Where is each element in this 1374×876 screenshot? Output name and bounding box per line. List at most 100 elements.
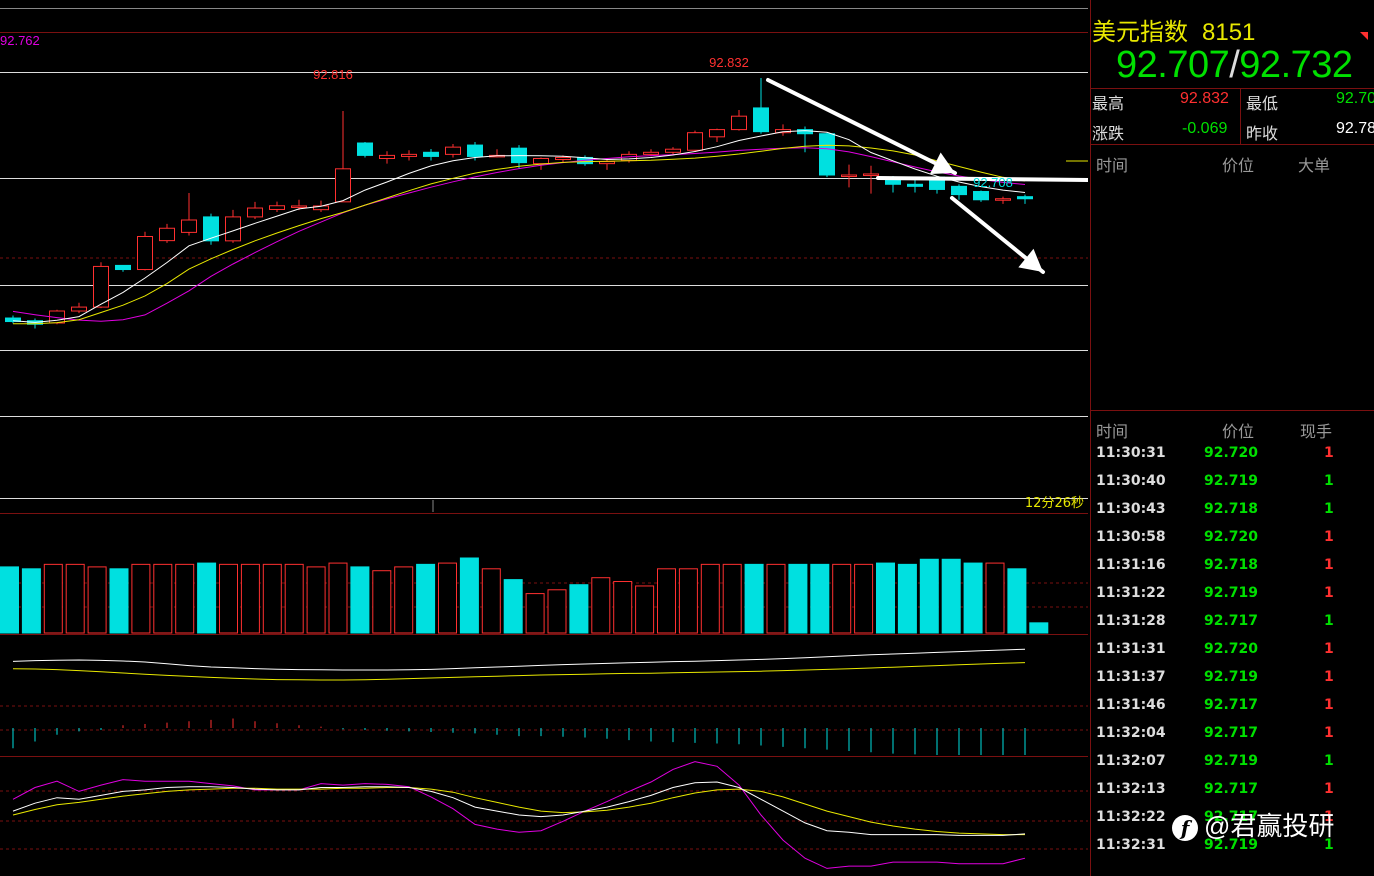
volume-bar [109, 568, 129, 634]
candle-body [731, 115, 747, 131]
ticks-col-time: 时间 [1096, 424, 1129, 441]
candle-body [1017, 196, 1033, 200]
candle-body [335, 168, 351, 203]
tick-row[interactable]: 11:31:46 92.717 1 [1090, 697, 1374, 725]
candle-body [115, 264, 131, 271]
tick-row[interactable]: 11:32:31 92.719 1 [1090, 837, 1374, 865]
candle-body [533, 157, 549, 165]
candle-body [357, 142, 373, 156]
tick-row[interactable]: 11:30:43 92.718 1 [1090, 501, 1374, 529]
tick-qty: 1 [1324, 501, 1334, 517]
tick-qty: 1 [1324, 585, 1334, 601]
watermark-text: @君赢投研 [1204, 811, 1335, 841]
volume-bar [876, 562, 895, 634]
tick-time: 11:31:37 [1096, 669, 1166, 685]
volume-bar [788, 563, 808, 634]
tick-price: 92.718 [1204, 557, 1259, 573]
tick-price: 92.718 [1204, 501, 1259, 517]
ma-white-line [12, 130, 1026, 323]
volume-bar [547, 589, 567, 634]
volume-bar [613, 581, 633, 634]
tick-qty: 1 [1324, 557, 1334, 573]
volume-bar [525, 593, 545, 634]
candle-body [753, 107, 769, 133]
volume-bar [240, 563, 260, 634]
prev-close-value: 92.78 [1336, 120, 1374, 137]
candlestick-chart[interactable]: 92.762 92.816 92.832 92.708 12分26秒 [0, 0, 1088, 876]
divider [1090, 410, 1374, 411]
big-orders-col-time: 时间 [1096, 158, 1129, 175]
tick-qty: 1 [1324, 473, 1334, 489]
tick-price: 92.717 [1204, 697, 1259, 713]
candle-body [203, 216, 219, 242]
tick-row[interactable]: 11:30:40 92.719 1 [1090, 473, 1374, 501]
chart-canvas: 92.762 92.816 92.832 92.708 12分26秒 [0, 8, 1088, 869]
tick-row[interactable]: 11:31:37 92.719 1 [1090, 669, 1374, 697]
volume-bar [897, 563, 917, 634]
volume-bar [21, 568, 41, 634]
symbol-title: 美元指数 8151 [1092, 12, 1255, 47]
tick-row[interactable]: 11:30:31 92.720 1 [1090, 445, 1374, 473]
tick-row[interactable]: 11:31:22 92.719 1 [1090, 585, 1374, 613]
bid-ask-separator: / [1229, 44, 1240, 86]
ticks-col-price: 价位 [1222, 424, 1255, 441]
tick-row[interactable]: 11:30:58 92.720 1 [1090, 529, 1374, 557]
tick-time: 11:31:31 [1096, 641, 1166, 657]
big-orders-col-price: 价位 [1222, 158, 1255, 175]
candle-body [5, 317, 21, 323]
volume-bar [394, 566, 414, 634]
tick-row[interactable]: 11:32:22 92.717 1 [1090, 809, 1374, 837]
tick-qty: 1 [1324, 669, 1334, 685]
volume-bar [985, 562, 1005, 634]
arrow-down-right-head [929, 152, 955, 174]
candle-body [269, 205, 285, 210]
volume-bar [306, 566, 326, 634]
tick-row[interactable]: 11:32:04 92.717 1 [1090, 725, 1374, 753]
tick-price: 92.720 [1204, 529, 1259, 545]
candle-body [159, 227, 175, 242]
candle-body [467, 144, 483, 157]
volume-bar [832, 563, 852, 634]
candle-body [951, 185, 967, 196]
volume-bar [416, 563, 436, 634]
tick-row[interactable]: 11:32:13 92.717 1 [1090, 781, 1374, 809]
tick-time: 11:30:31 [1096, 445, 1166, 461]
tick-time: 11:32:31 [1096, 837, 1166, 853]
volume-bar [481, 568, 501, 634]
tick-qty: 1 [1324, 613, 1334, 629]
candle-body [379, 154, 395, 159]
change-value: -0.069 [1182, 120, 1228, 137]
bid-price: 92.707 [1116, 44, 1230, 86]
volume-bar [219, 563, 238, 634]
tick-price: 92.719 [1204, 473, 1259, 489]
volume-bar [854, 563, 874, 634]
ask-price: 92.732 [1239, 44, 1353, 86]
tick-row[interactable]: 11:31:28 92.717 1 [1090, 613, 1374, 641]
volume-bar [284, 563, 304, 634]
corner-marker-icon [1360, 32, 1368, 40]
tick-qty: 1 [1324, 445, 1334, 461]
volume-bar [503, 579, 523, 634]
volume-bar [766, 563, 786, 634]
tick-time: 11:32:22 [1096, 809, 1166, 825]
tick-qty: 1 [1324, 837, 1334, 853]
moving-averages [12, 130, 1026, 325]
candle-body [181, 219, 197, 233]
candle-body [709, 129, 725, 138]
volume-bar [372, 570, 392, 634]
candle-body [445, 146, 461, 155]
high-value: 92.832 [1180, 90, 1229, 107]
tick-time: 11:30:58 [1096, 529, 1166, 545]
volume-bar [744, 563, 764, 634]
tick-row[interactable]: 11:31:31 92.720 1 [1090, 641, 1374, 669]
tick-qty: 1 [1324, 697, 1334, 713]
tick-row[interactable]: 11:32:07 92.719 1 [1090, 753, 1374, 781]
tick-price: 92.719 [1204, 837, 1259, 853]
tick-qty: 1 [1324, 641, 1334, 657]
tick-row[interactable]: 11:31:16 92.718 1 [1090, 557, 1374, 585]
candle-body [599, 161, 615, 165]
kdj-d-line [12, 787, 1025, 836]
macd-dea-line [12, 662, 1026, 681]
top-left-value: 92.762 [0, 33, 40, 48]
tick-qty: 1 [1324, 809, 1334, 825]
